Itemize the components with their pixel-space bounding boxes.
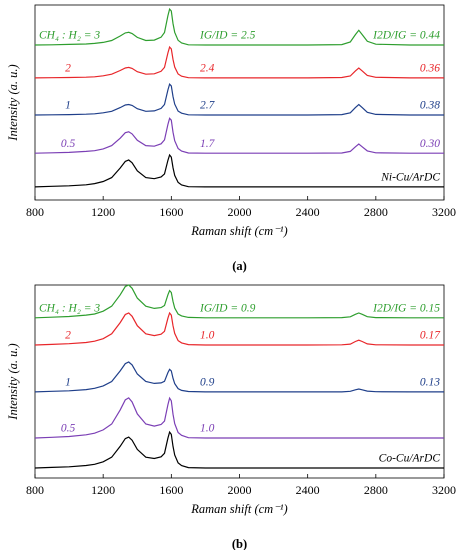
ratio-label: 1.0	[200, 330, 215, 342]
spectrum-line	[34, 311, 444, 346]
ratio-label: IG/ID = 0.9	[199, 302, 256, 314]
spectrum-line	[34, 117, 444, 154]
ratio-label: 0.38	[420, 100, 440, 112]
series-label: 2	[65, 330, 71, 342]
spectrum-line	[34, 7, 444, 46]
x-tick-label: 2400	[296, 483, 320, 497]
panel-label: (a)	[232, 259, 247, 273]
ratio-label: IG/ID = 2.5	[199, 30, 256, 42]
x-tick-label: 1600	[159, 483, 183, 497]
ratio-label: 0.9	[200, 377, 215, 389]
series-label: 0.5	[61, 138, 76, 150]
spectrum-line	[34, 396, 444, 439]
x-axis-label: Raman shift (cm⁻¹)	[190, 224, 287, 238]
x-tick-label: 3200	[432, 205, 456, 219]
x-tick-label: 2800	[364, 483, 388, 497]
series-label: 1	[65, 100, 71, 112]
x-tick-label: 2400	[296, 205, 320, 219]
x-tick-label: 2800	[364, 205, 388, 219]
x-tick-label: 800	[26, 483, 44, 497]
series-label: Co-Cu/ArDC	[379, 453, 441, 465]
x-tick-label: 2000	[228, 205, 252, 219]
series-label: 2	[65, 63, 71, 75]
x-tick-label: 3200	[432, 483, 456, 497]
series-label: CH₄ : H₂ = 3	[39, 302, 100, 314]
ratio-label: 2.7	[200, 100, 216, 112]
panel-label: (b)	[232, 537, 247, 550]
spectrum-line	[34, 153, 444, 188]
series-label: 0.5	[61, 423, 76, 435]
series-label: 1	[65, 377, 71, 389]
spectrum-line	[34, 284, 444, 319]
spectrum-line	[34, 83, 444, 116]
ratio-label: I2D/IG = 0.15	[372, 302, 440, 314]
series-label: Ni-Cu/ArDC	[380, 172, 440, 184]
y-axis-label: Intensity (a. u.)	[6, 64, 20, 141]
y-axis-label: Intensity (a. u.)	[6, 343, 20, 420]
spectrum-line	[34, 430, 444, 469]
series-label: CH₄ : H₂ = 3	[39, 30, 100, 42]
x-tick-label: 1600	[159, 205, 183, 219]
ratio-label: 0.30	[420, 138, 440, 150]
ratio-label: 0.36	[420, 63, 440, 75]
ratio-label: 0.17	[420, 330, 441, 342]
spectrum-line	[34, 361, 444, 393]
ratio-label: I2D/IG = 0.44	[372, 30, 440, 42]
x-tick-label: 1200	[91, 483, 115, 497]
ratio-label: 2.4	[200, 63, 215, 75]
spectrum-line	[34, 45, 444, 79]
ratio-label: 0.13	[420, 377, 440, 389]
x-tick-label: 2000	[228, 483, 252, 497]
ratio-label: 1.7	[200, 138, 216, 150]
x-tick-label: 800	[26, 205, 44, 219]
x-axis-label: Raman shift (cm⁻¹)	[190, 502, 287, 516]
ratio-label: 1.0	[200, 423, 215, 435]
x-tick-label: 1200	[91, 205, 115, 219]
